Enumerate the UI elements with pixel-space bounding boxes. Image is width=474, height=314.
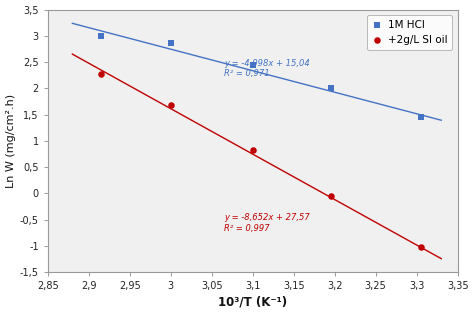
1M HCl — [417, 115, 425, 120]
+2g/L SI oil — [249, 148, 256, 153]
+2g/L SI oil — [327, 194, 334, 199]
1M HCl — [327, 85, 334, 90]
+2g/L SI oil — [97, 71, 105, 76]
X-axis label: 10³/T (K⁻¹): 10³/T (K⁻¹) — [218, 295, 287, 308]
Text: y = -8,652x + 27,57
R² = 0,997: y = -8,652x + 27,57 R² = 0,997 — [224, 214, 310, 233]
1M HCl — [249, 63, 256, 68]
Legend: 1M HCl, +2g/L SI oil: 1M HCl, +2g/L SI oil — [367, 15, 452, 50]
Y-axis label: Ln W (mg/cm².h): Ln W (mg/cm².h) — [6, 94, 16, 188]
+2g/L SI oil — [417, 244, 425, 249]
+2g/L SI oil — [167, 102, 174, 107]
1M HCl — [97, 34, 105, 39]
Text: y = -4,098x + 15,04
R² = 0,971: y = -4,098x + 15,04 R² = 0,971 — [224, 59, 310, 78]
1M HCl — [167, 41, 174, 46]
